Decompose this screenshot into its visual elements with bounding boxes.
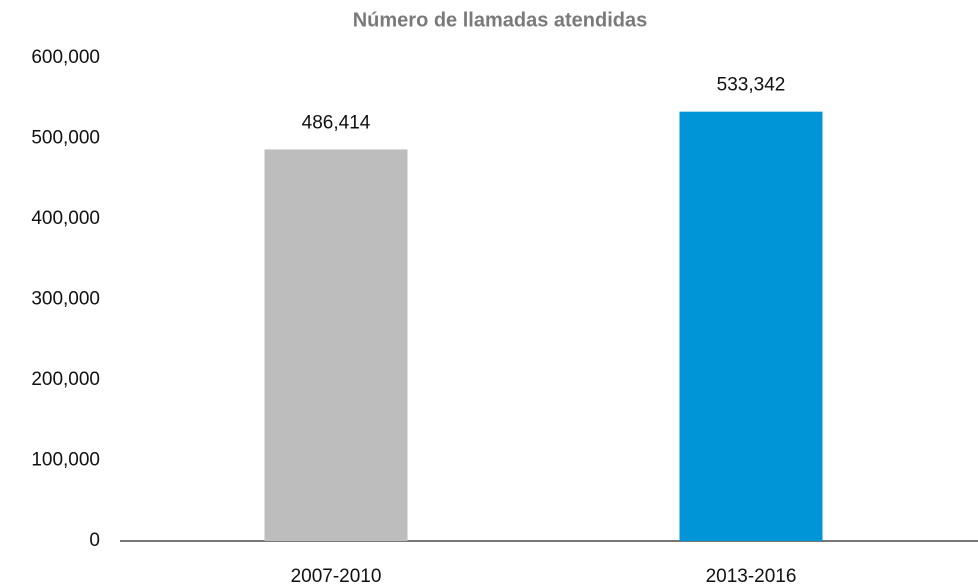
chart-title: Número de llamadas atendidas	[353, 9, 648, 31]
y-tick-label: 500,000	[31, 128, 100, 149]
bar	[679, 111, 823, 541]
y-tick-label: 600,000	[31, 47, 100, 68]
y-tick-label: 200,000	[31, 369, 100, 390]
value-label: 533,342	[717, 75, 786, 96]
y-tick-label: 300,000	[31, 289, 100, 310]
y-tick-label: 400,000	[31, 208, 100, 229]
y-tick-label: 0	[89, 530, 100, 551]
y-tick-label: 100,000	[31, 450, 100, 471]
bar	[264, 149, 408, 541]
value-label: 486,414	[302, 112, 371, 133]
x-tick-label: 2013-2016	[706, 566, 797, 587]
x-tick-label: 2007-2010	[291, 566, 382, 587]
